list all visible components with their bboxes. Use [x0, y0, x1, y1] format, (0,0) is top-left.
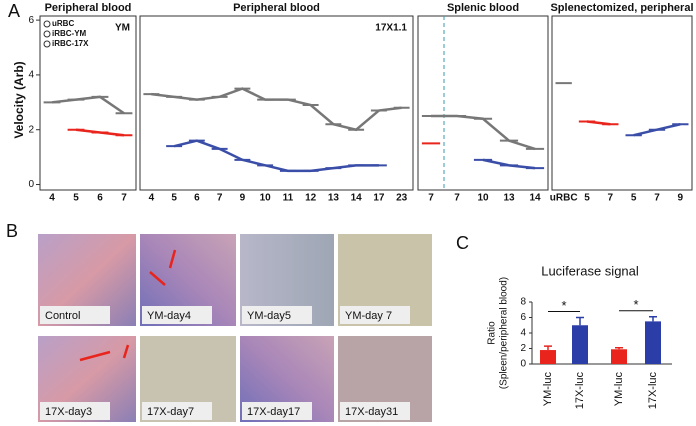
label-box — [340, 306, 410, 324]
x-tick-label: 10 — [260, 193, 272, 204]
median-line — [151, 87, 402, 132]
median-line — [173, 139, 379, 173]
bar — [645, 321, 661, 364]
chart-title: Peripheral blood — [233, 2, 320, 14]
y-tick-label: 0 — [520, 359, 526, 370]
error-bar — [649, 315, 657, 322]
bar — [572, 325, 588, 364]
panel-label: A — [8, 1, 20, 21]
image-label: 17X-day3 — [45, 406, 92, 418]
annotation: YM — [115, 23, 130, 34]
chart-title: Luciferase signal — [541, 263, 639, 278]
y-tick-label: 2 — [520, 343, 526, 354]
label-box — [242, 306, 312, 324]
bar — [540, 350, 556, 364]
y-axis-label: (Spleen/peripheral blood) — [499, 277, 510, 389]
x-tick-label: 9 — [240, 193, 246, 204]
x-tick-label: 5 — [631, 193, 637, 204]
chart-title: Splenectomized, peripheral — [550, 2, 693, 14]
image-label: 17X-day7 — [147, 406, 194, 418]
y-axis-label: Velocity (Arb) — [12, 61, 26, 138]
significance-mark: * — [561, 298, 566, 313]
chart-title: Peripheral blood — [45, 2, 132, 14]
x-tick-label: YM-luc — [613, 372, 625, 407]
x-tick-label: 11 — [283, 193, 294, 204]
y-tick-label: 8 — [520, 297, 526, 308]
y-tick-label: 4 — [28, 70, 34, 81]
image-label: 17X-day31 — [345, 406, 398, 418]
x-tick-label: 7 — [217, 193, 223, 204]
significance-mark: * — [633, 297, 638, 312]
x-tick-label: 14 — [351, 193, 363, 204]
x-tick-label: 14 — [529, 193, 541, 204]
label-box — [242, 402, 312, 420]
x-tick-label: 7 — [428, 193, 434, 204]
legend-label: iRBC-17X — [52, 39, 89, 48]
y-tick-label: 6 — [520, 312, 526, 323]
error-bar — [544, 345, 552, 351]
plot-frame — [417, 15, 549, 191]
bar — [611, 349, 627, 364]
x-tick-label: 6 — [97, 193, 103, 204]
image-label: 17X-day17 — [247, 406, 300, 418]
x-tick-label: 5 — [73, 193, 79, 204]
x-tick-label: uRBC — [550, 193, 578, 204]
x-tick-label: 13 — [503, 193, 515, 204]
label-box — [40, 306, 110, 324]
arrow — [79, 249, 177, 362]
x-tick-label: 4 — [49, 193, 55, 204]
x-tick-label: 10 — [477, 193, 489, 204]
legend-marker — [43, 40, 51, 48]
label-box — [142, 306, 212, 324]
median-line — [482, 158, 536, 170]
x-tick-label: 17X-luc — [647, 372, 659, 410]
x-tick-label: 5 — [584, 193, 590, 204]
error-bar — [576, 316, 584, 326]
x-tick-label: 4 — [149, 193, 155, 204]
image-label: YM-day5 — [247, 310, 291, 322]
x-tick-label: 7 — [454, 193, 460, 204]
plot-frame — [39, 15, 137, 191]
x-tick-label: 13 — [328, 193, 340, 204]
y-tick-label: 2 — [28, 124, 34, 135]
median-line — [431, 114, 536, 151]
x-tick-label: 6 — [194, 193, 200, 204]
y-tick-label: 6 — [28, 15, 34, 26]
x-tick-label: 7 — [608, 193, 614, 204]
panel-label: B — [6, 221, 18, 241]
label-box — [142, 402, 212, 420]
chart-title: Splenic blood — [447, 2, 519, 14]
image-label: Control — [45, 310, 80, 322]
median-line — [51, 95, 125, 115]
y-axis-label: Ratio — [487, 321, 498, 345]
label-box — [340, 402, 410, 420]
legend-marker — [43, 30, 51, 38]
x-tick-label: 17 — [373, 193, 385, 204]
label-box — [40, 402, 110, 420]
x-tick-label: 23 — [396, 193, 408, 204]
x-tick-label: 5 — [171, 193, 177, 204]
panel-label: C — [456, 233, 469, 253]
legend-marker — [43, 20, 51, 28]
error-bar — [615, 346, 623, 350]
histology-images — [38, 234, 432, 422]
x-tick-label: YM-luc — [542, 372, 554, 407]
x-tick-label: 9 — [678, 193, 684, 204]
x-tick-label: 7 — [654, 193, 660, 204]
image-label: YM-day 7 — [345, 310, 392, 322]
x-tick-label: 17X-luc — [574, 372, 586, 410]
legend-label: iRBC-YM — [52, 29, 87, 38]
plot-frame — [139, 15, 414, 191]
plot-frame — [551, 15, 693, 191]
x-tick-label: 7 — [121, 193, 127, 204]
y-tick-label: 4 — [520, 328, 526, 339]
legend-label: uRBC — [52, 19, 74, 28]
annotation: 17X1.1 — [375, 23, 407, 34]
y-tick-label: 0 — [28, 179, 34, 190]
x-tick-label: 12 — [305, 193, 317, 204]
image-label: YM-day4 — [147, 310, 191, 322]
